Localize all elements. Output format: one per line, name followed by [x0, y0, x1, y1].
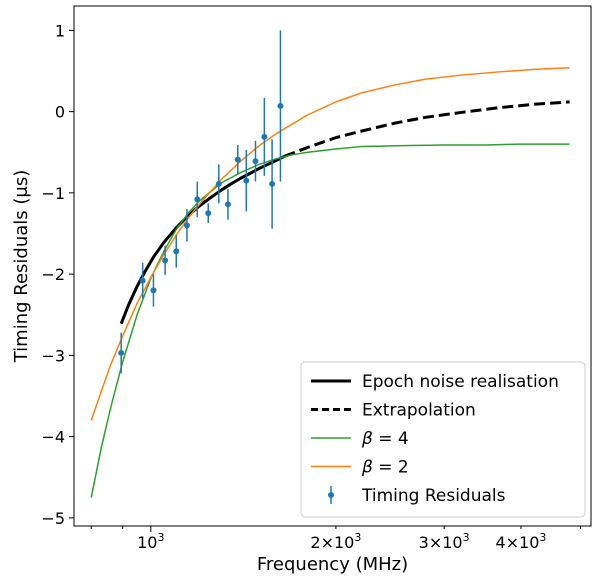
- legend-label: β = 4: [361, 429, 409, 449]
- point-marker: [139, 277, 146, 284]
- legend-label: β = 2: [361, 458, 409, 478]
- legend-entry: β = 2: [311, 458, 409, 478]
- data-point: [224, 188, 231, 220]
- data-point: [234, 144, 241, 175]
- data-point: [118, 332, 125, 374]
- y-axis-label: Timing Residuals (μs): [11, 170, 32, 364]
- data-point: [173, 235, 180, 268]
- x-tick-label: 103: [137, 531, 164, 552]
- series-line-1: [283, 100, 570, 158]
- point-marker: [183, 222, 190, 229]
- y-tick-label: −1: [41, 184, 65, 203]
- legend-label: Extrapolation: [362, 401, 476, 421]
- legend-box: [300, 361, 586, 518]
- data-point: [194, 181, 201, 218]
- plot-frame: [73, 5, 592, 527]
- legend-marker: [328, 492, 334, 498]
- data-point: [205, 203, 212, 223]
- y-tick-label: −5: [41, 509, 65, 528]
- legend-label: Timing Residuals: [361, 486, 506, 506]
- x-tick-label: 4×103: [495, 531, 546, 552]
- point-marker: [252, 158, 259, 165]
- point-marker: [234, 156, 241, 163]
- legend-label: Epoch noise realisation: [362, 372, 559, 392]
- data-point: [252, 140, 259, 182]
- y-tick-label: −3: [41, 346, 65, 365]
- legend-entry: β = 4: [311, 429, 409, 449]
- point-marker: [173, 248, 180, 255]
- data-point: [150, 274, 157, 307]
- data-point: [243, 149, 250, 212]
- point-marker: [269, 180, 276, 187]
- point-marker: [118, 349, 125, 356]
- data-point: [261, 97, 268, 176]
- series-line-3: [90, 67, 570, 421]
- point-marker: [162, 257, 169, 264]
- series-line-0: [119, 154, 286, 325]
- series-line-2: [90, 143, 570, 498]
- legend-entry: Epoch noise realisation: [311, 372, 559, 392]
- y-tick-label: 1: [55, 21, 65, 40]
- data-point: [183, 209, 190, 242]
- data-point: [139, 262, 146, 299]
- point-marker: [277, 102, 284, 109]
- point-marker: [224, 201, 231, 208]
- legend-entry: Timing Residuals: [328, 486, 506, 506]
- legend-entry: Extrapolation: [311, 401, 476, 421]
- point-marker: [261, 133, 268, 140]
- point-marker: [243, 177, 250, 184]
- point-marker: [194, 196, 201, 203]
- point-marker: [215, 180, 222, 187]
- y-tick-label: −2: [41, 265, 65, 284]
- point-marker: [205, 210, 212, 217]
- data-point: [269, 139, 276, 229]
- data-point: [215, 164, 222, 204]
- data-point: [162, 245, 169, 275]
- data-point: [277, 30, 284, 182]
- y-tick-label: 0: [55, 103, 65, 122]
- y-tick-label: −4: [41, 428, 65, 447]
- point-marker: [150, 287, 157, 294]
- x-axis-label: Frequency (MHz): [257, 554, 408, 575]
- x-tick-label: 2×103: [310, 531, 361, 552]
- x-tick-label: 3×103: [419, 531, 470, 552]
